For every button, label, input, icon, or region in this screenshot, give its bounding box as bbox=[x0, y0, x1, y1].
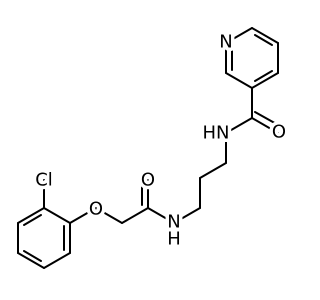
atom-label: O bbox=[272, 122, 286, 143]
atom-label: O bbox=[89, 199, 103, 220]
atom-label: HN bbox=[203, 123, 230, 144]
bonds bbox=[17, 27, 281, 269]
atom-label: N bbox=[167, 212, 180, 233]
atom-label: N bbox=[219, 32, 232, 53]
atom-label: H bbox=[167, 229, 181, 250]
atom-label: O bbox=[141, 170, 155, 191]
atom-label: Cl bbox=[35, 170, 53, 191]
molecule-diagram: N O HN O N H O Cl bbox=[17, 27, 287, 269]
